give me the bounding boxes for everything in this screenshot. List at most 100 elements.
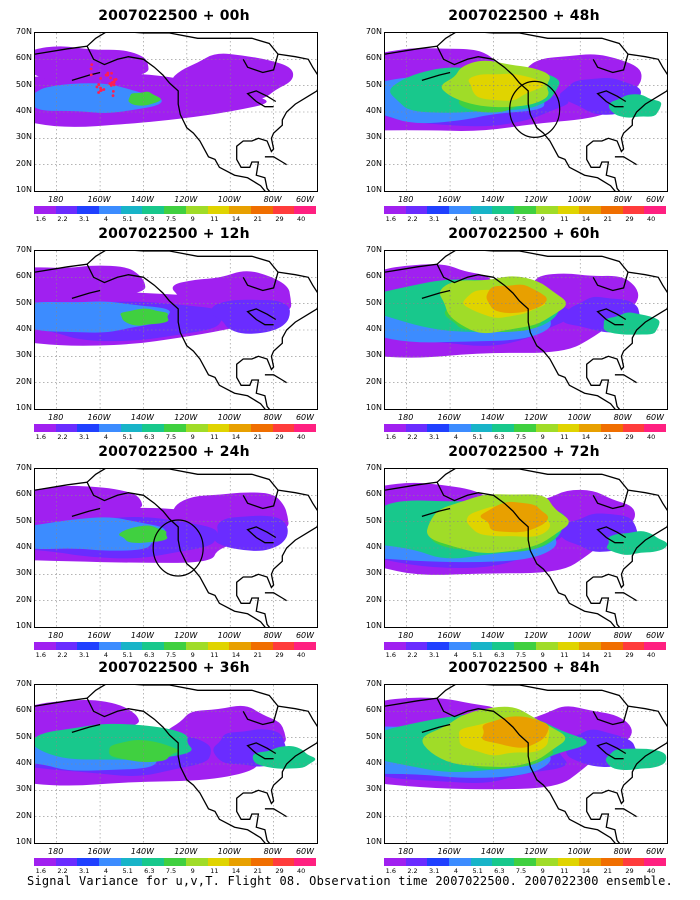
- lat-tick-label: 60N: [15, 705, 32, 715]
- lon-tick-label: 140W: [480, 847, 505, 856]
- colorbar-label: 5.1: [122, 651, 133, 659]
- variance-field: [385, 482, 667, 575]
- observation-point: [110, 71, 113, 75]
- coastline: [586, 705, 667, 843]
- variance-contour: [603, 312, 660, 335]
- colorbar-label: 4: [453, 433, 458, 441]
- colorbar-swatch: [55, 858, 78, 866]
- lon-tick-label: 100W: [217, 195, 241, 204]
- observation-point: [111, 89, 115, 93]
- colorbar-swatch: [99, 642, 121, 650]
- lon-tick-label: 100W: [217, 413, 241, 422]
- map-grid: [35, 685, 317, 843]
- coastline: [86, 469, 279, 510]
- panel-title: 2007022500 + 84h: [448, 660, 600, 676]
- lon-tick-label: 80W: [613, 413, 632, 422]
- lat-tick-label: 30N: [15, 568, 32, 578]
- coastline: [385, 263, 616, 409]
- colorbar-label: 9: [190, 433, 195, 441]
- colorbar-label: 14: [581, 433, 591, 441]
- colorbar-label: 14: [231, 215, 241, 223]
- colorbar-swatch: [164, 206, 186, 214]
- colorbar-label: 1.6: [35, 651, 47, 659]
- colorbar-swatch: [622, 206, 645, 214]
- lat-tick-label: 30N: [365, 350, 382, 360]
- lat-tick-label: 20N: [365, 376, 382, 386]
- colorbar-swatch: [622, 642, 645, 650]
- colorbar-label: 5.1: [472, 215, 483, 223]
- map-canvas: [385, 251, 667, 409]
- lon-tick-label: 160W: [437, 195, 461, 204]
- lat-tick-label: 70N: [15, 245, 32, 254]
- colorbar-label: 11: [560, 867, 569, 875]
- coastline: [236, 489, 317, 627]
- colorbar-label: 40: [297, 867, 306, 875]
- map-canvas: [35, 33, 317, 191]
- colorbar-label: 14: [581, 651, 591, 659]
- colorbar-swatch: [185, 424, 208, 432]
- lat-tick-label: 50N: [365, 731, 382, 741]
- observation-point: [111, 80, 114, 84]
- colorbar-swatch: [579, 858, 601, 866]
- variance-field: [35, 265, 292, 346]
- lat-tick-label: 40N: [15, 106, 32, 115]
- coastline: [71, 289, 101, 300]
- colorbar-swatch: [272, 642, 295, 650]
- colorbar-swatch: [557, 858, 580, 866]
- coastline: [246, 742, 277, 760]
- lon-tick-label: 140W: [480, 195, 505, 204]
- lon-tick-label: 60W: [645, 631, 665, 640]
- lat-tick-label: 60N: [365, 53, 382, 63]
- colorbar: [384, 858, 666, 866]
- lat-tick-label: 30N: [15, 350, 32, 360]
- colorbar: [384, 206, 666, 214]
- map-panel: 2007022500 + 60h 70N 60N 50N 40N 30N 20N 10N 180…: [350, 226, 690, 442]
- colorbar-swatch: [492, 858, 515, 866]
- coastline: [436, 33, 629, 74]
- lon-tick-label: 80W: [263, 195, 282, 204]
- lon-tick-label: 180: [48, 413, 64, 422]
- lon-tick-label: 160W: [87, 631, 111, 640]
- colorbar-swatch: [427, 642, 450, 650]
- colorbar: [384, 424, 666, 432]
- coastlines: [385, 685, 667, 843]
- lat-tick-label: 40N: [365, 542, 382, 551]
- colorbar-label: 9: [540, 651, 545, 659]
- lon-tick-label: 140W: [130, 847, 155, 856]
- variance-contour: [128, 91, 161, 106]
- map-grid: [35, 469, 317, 627]
- colorbar-label: 40: [297, 651, 306, 659]
- lat-tick-label: 10N: [15, 185, 32, 194]
- observation-point: [109, 76, 112, 80]
- lat-tick-label: 40N: [365, 324, 382, 333]
- colorbar-swatch: [164, 858, 186, 866]
- colorbar-label: 9: [190, 867, 195, 875]
- map-panel: 2007022500 + 36h 70N 60N 50N 40N 30N 20N 10N 180…: [0, 660, 340, 876]
- panel-title: 2007022500 + 12h: [98, 226, 250, 242]
- variance-contour: [109, 740, 179, 763]
- colorbar-swatch: [294, 424, 316, 432]
- colorbar-label: 3.1: [79, 651, 90, 659]
- lon-tick-label: 80W: [613, 195, 632, 204]
- colorbar-swatch: [34, 206, 56, 214]
- coastlines: [35, 33, 317, 191]
- colorbar-swatch: [384, 424, 406, 432]
- lat-tick-label: 70N: [365, 463, 382, 472]
- colorbar-swatch: [120, 858, 143, 866]
- colorbar-swatch: [492, 206, 515, 214]
- colorbar-swatch: [492, 642, 515, 650]
- colorbar-label: 5.1: [122, 215, 133, 223]
- colorbar-label: 7.5: [165, 651, 177, 659]
- panel-title: 2007022500 + 48h: [448, 8, 600, 24]
- lon-tick-label: 120W: [524, 195, 548, 204]
- colorbar-swatch: [449, 858, 471, 866]
- observation-point: [112, 83, 116, 87]
- colorbar-label: 1.6: [35, 867, 47, 875]
- coastline: [71, 507, 101, 518]
- colorbar-label: 3.1: [429, 651, 440, 659]
- colorbar-swatch: [250, 642, 273, 650]
- lat-tick-label: 20N: [365, 594, 382, 604]
- colorbar-label: 11: [560, 433, 569, 441]
- map-canvas: [35, 685, 317, 843]
- variance-contour: [172, 53, 294, 107]
